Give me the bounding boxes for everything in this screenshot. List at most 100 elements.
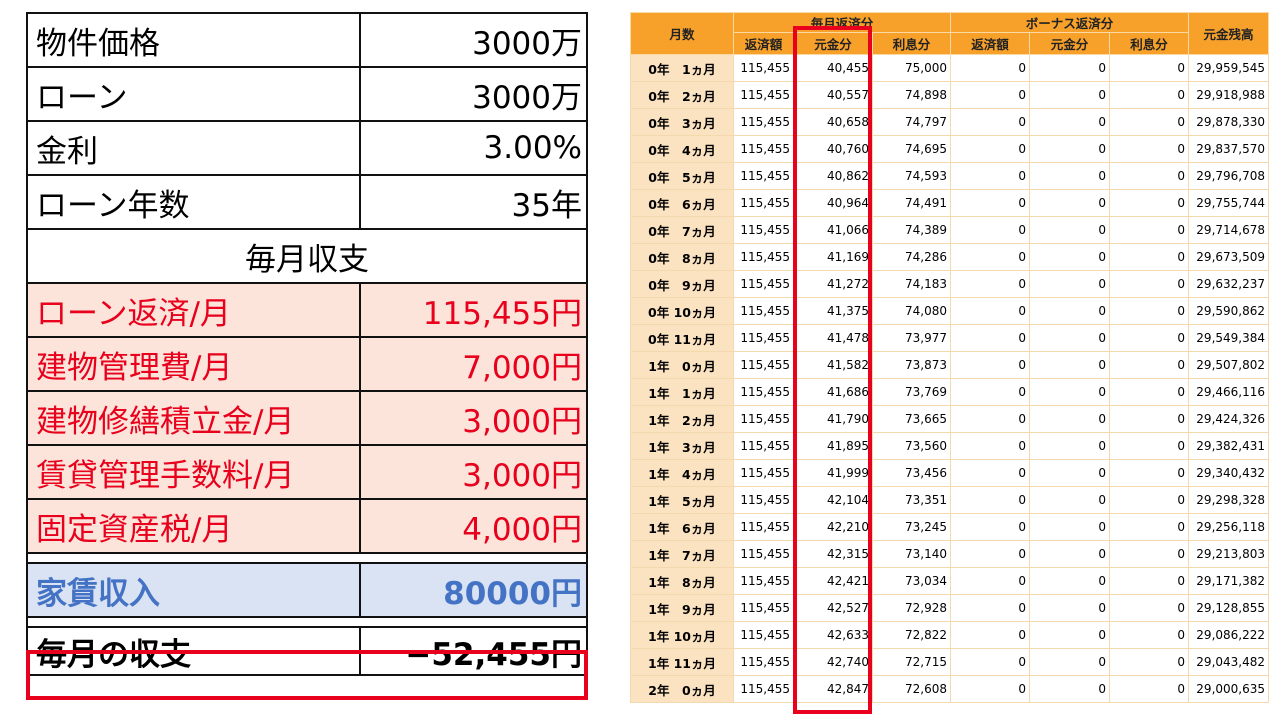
cell-bonus-principal: 0 [1029,270,1110,298]
cell-bonus-principal: 0 [1029,108,1110,136]
cell-payment: 115,455 [733,216,794,244]
table-row: 1年 4ヵ月 115,455 41,999 73,456 0 0 0 29,340,432 [630,459,1270,487]
cell-interest: 72,608 [872,675,951,703]
cell-bonus-payment: 0 [950,216,1030,244]
summary-row: ローン年数 35年 [26,174,588,230]
table-row: 2年 0ヵ月 115,455 42,847 72,608 0 0 0 29,000,635 [630,675,1270,703]
cell-payment: 115,455 [733,432,794,460]
cell-bonus-payment: 0 [950,459,1030,487]
cell-bonus-payment: 0 [950,567,1030,595]
cell-bonus-payment: 0 [950,432,1030,460]
expense-row: 建物修繕積立金/月 3,000円 [26,390,588,446]
table-row: 1年 2ヵ月 115,455 41,790 73,665 0 0 0 29,424,326 [630,405,1270,433]
cell-payment: 115,455 [733,108,794,136]
cell-balance: 29,714,678 [1188,216,1270,244]
cell-balance: 29,466,116 [1188,378,1270,406]
table-row: 0年 1ヵ月 115,455 40,455 75,000 0 0 0 29,959,545 [630,54,1270,82]
cell-payment: 115,455 [733,513,794,541]
section-title: 毎月収支 [26,228,588,284]
cell-bonus-principal: 0 [1029,513,1110,541]
net-row-value: −52,455円 [359,626,588,676]
cell-payment: 115,455 [733,81,794,109]
cell-month: 0年 1ヵ月 [630,54,734,82]
cell-interest: 72,822 [872,621,951,649]
table-row: 0年 7ヵ月 115,455 41,066 74,389 0 0 0 29,714,678 [630,216,1270,244]
cell-bonus-payment: 0 [950,243,1030,271]
cell-bonus-payment: 0 [950,648,1030,676]
cell-bonus-payment: 0 [950,405,1030,433]
cell-month: 2年 0ヵ月 [630,675,734,703]
cell-payment: 115,455 [733,297,794,325]
cell-balance: 29,837,570 [1188,135,1270,163]
cell-payment: 115,455 [733,675,794,703]
cell-bonus-interest: 0 [1108,135,1190,163]
cell-principal: 42,421 [793,567,873,595]
cell-balance: 29,086,222 [1188,621,1270,649]
expense-row-label: ローン返済/月 [26,282,361,338]
cell-bonus-principal: 0 [1029,675,1110,703]
expense-row-value: 115,455円 [359,282,588,338]
cell-payment: 115,455 [733,378,794,406]
cell-bonus-payment: 0 [950,513,1030,541]
cell-bonus-interest: 0 [1108,351,1190,379]
cell-bonus-interest: 0 [1108,405,1190,433]
cell-bonus-principal: 0 [1029,567,1110,595]
cell-month: 0年 6ヵ月 [630,189,734,217]
cell-balance: 29,424,326 [1188,405,1270,433]
expense-row: ローン返済/月 115,455円 [26,282,588,338]
cell-bonus-principal: 0 [1029,324,1110,352]
cell-bonus-interest: 0 [1108,216,1190,244]
cell-bonus-interest: 0 [1108,675,1190,703]
cell-bonus-payment: 0 [950,540,1030,568]
cell-interest: 73,245 [872,513,951,541]
cell-principal: 42,847 [793,675,873,703]
cell-month: 1年 9ヵ月 [630,594,734,622]
cell-bonus-interest: 0 [1108,540,1190,568]
cell-month: 0年 11ヵ月 [630,324,734,352]
cell-bonus-principal: 0 [1029,621,1110,649]
cell-bonus-payment: 0 [950,486,1030,514]
cell-month: 1年 1ヵ月 [630,378,734,406]
summary-row: ローン 3000万 [26,66,588,122]
cell-payment: 115,455 [733,486,794,514]
cell-balance: 29,128,855 [1188,594,1270,622]
expense-row: 建物管理費/月 7,000円 [26,336,588,392]
cell-balance: 29,043,482 [1188,648,1270,676]
cell-interest: 74,695 [872,135,951,163]
cell-interest: 74,389 [872,216,951,244]
cell-bonus-payment: 0 [950,324,1030,352]
summary-row-label: ローン [26,66,361,122]
cell-balance: 29,590,862 [1188,297,1270,325]
cell-principal: 40,760 [793,135,873,163]
cell-principal: 40,557 [793,81,873,109]
cell-bonus-principal: 0 [1029,297,1110,325]
summary-row-value: 3.00% [359,120,588,176]
cell-payment: 115,455 [733,324,794,352]
cell-principal: 41,375 [793,297,873,325]
cell-bonus-interest: 0 [1108,54,1190,82]
cell-principal: 42,633 [793,621,873,649]
cell-bonus-principal: 0 [1029,378,1110,406]
cell-bonus-principal: 0 [1029,54,1110,82]
cell-interest: 74,183 [872,270,951,298]
summary-body: 物件価格 3000万 ローン 3000万 金利 3.00% ローン年数 35年 毎月収支 ローン返… [26,12,588,676]
table-row: 0年 6ヵ月 115,455 40,964 74,491 0 0 0 29,755,744 [630,189,1270,217]
table-row: 1年 11ヵ月 115,455 42,740 72,715 0 0 0 29,043,482 [630,648,1270,676]
section-title-row: 毎月収支 [26,228,588,284]
cell-bonus-principal: 0 [1029,216,1110,244]
cell-payment: 115,455 [733,162,794,190]
summary-row-label: ローン年数 [26,174,361,230]
schedule-body: 0年 1ヵ月 115,455 40,455 75,000 0 0 0 29,959,545 0年… [630,54,1270,703]
cell-bonus-payment: 0 [950,621,1030,649]
col-bonus-interest: 利息分 [1108,32,1190,55]
spacer-row [26,552,588,564]
summary-row-value: 3000万 [359,66,588,122]
expense-row-label: 賃貸管理手数料/月 [26,444,361,500]
cell-month: 0年 4ヵ月 [630,135,734,163]
cell-bonus-payment: 0 [950,378,1030,406]
cell-bonus-principal: 0 [1029,243,1110,271]
table-row: 0年 11ヵ月 115,455 41,478 73,977 0 0 0 29,549,384 [630,324,1270,352]
expense-row: 固定資産税/月 4,000円 [26,498,588,554]
cell-bonus-principal: 0 [1029,405,1110,433]
cell-bonus-principal: 0 [1029,459,1110,487]
